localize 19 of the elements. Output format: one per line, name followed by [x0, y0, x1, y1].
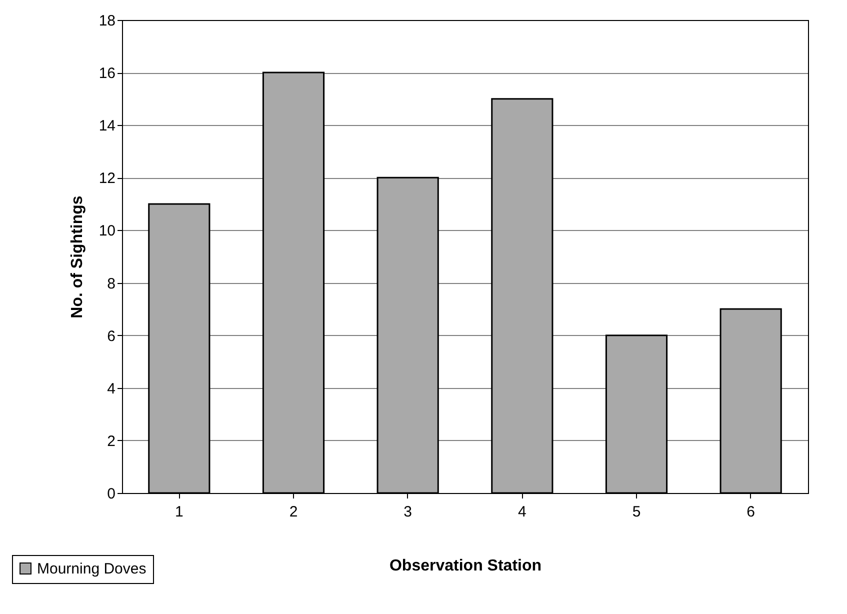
y-tick-label: 8 — [107, 275, 116, 292]
x-tick-label: 5 — [632, 504, 641, 520]
x-axis-title: Observation Station — [389, 558, 542, 574]
legend-label: Mourning Doves — [37, 560, 146, 578]
y-tick-label: 12 — [98, 170, 116, 188]
y-tick-label: 6 — [107, 328, 116, 345]
y-tick-label: 10 — [98, 222, 116, 240]
x-tick-label: 1 — [174, 504, 184, 520]
y-tick-label: 14 — [98, 118, 116, 135]
y-axis-title: No. of Sightings — [68, 196, 86, 318]
x-tick-label: 4 — [518, 504, 526, 520]
y-tick-label: 2 — [107, 432, 116, 450]
x-tick-label: 6 — [746, 504, 756, 520]
x-tick-label: 2 — [289, 504, 298, 520]
y-tick-label: 4 — [107, 380, 116, 398]
x-tick-label: 3 — [404, 504, 412, 520]
y-tick-label: 0 — [107, 486, 116, 502]
y-tick-label: 16 — [98, 65, 116, 82]
y-tick-label: 18 — [98, 12, 116, 30]
